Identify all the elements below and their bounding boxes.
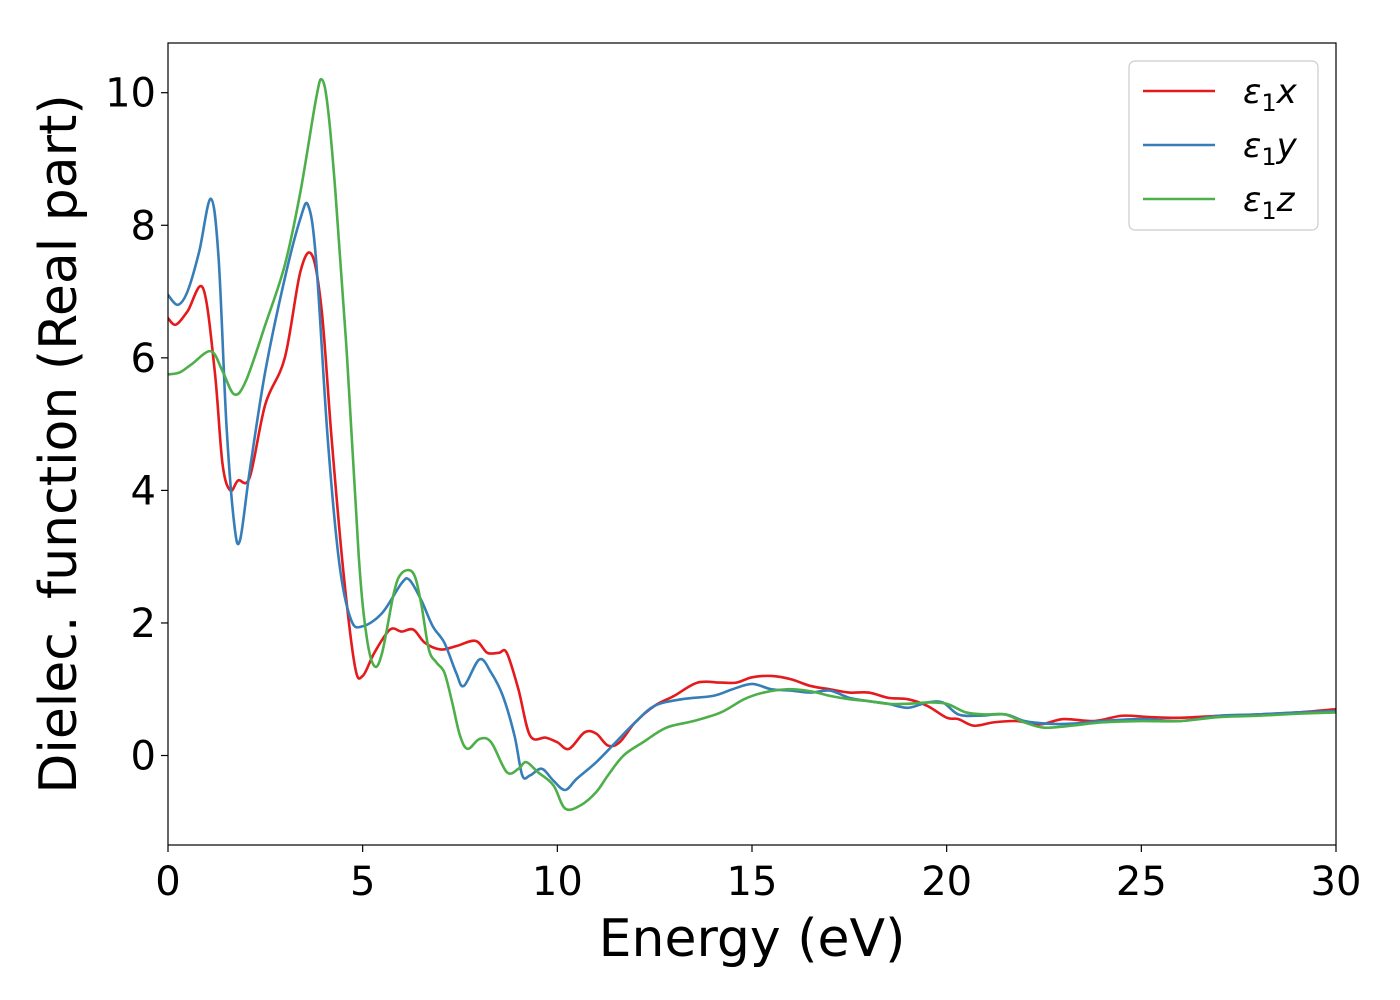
x-tick-label: 30 — [1311, 859, 1362, 905]
x-tick-label: 15 — [727, 859, 778, 905]
y-tick-label: 8 — [131, 203, 156, 249]
y-tick-label: 6 — [131, 336, 156, 382]
series-line-z — [168, 77, 1336, 812]
x-tick-label: 25 — [1116, 859, 1167, 905]
series-line-x — [168, 251, 1336, 751]
x-tick-label: 0 — [155, 859, 180, 905]
legend-label-x: ε1x — [1243, 72, 1298, 117]
legend-label-y: ε1y — [1243, 126, 1298, 171]
legend-box — [1128, 60, 1319, 231]
x-tick-label: 10 — [532, 859, 583, 905]
legend: ε1x ε1y ε1z — [1128, 60, 1319, 231]
y-tick-label: 0 — [131, 734, 156, 780]
series-layer — [168, 77, 1336, 812]
x-tick-label: 20 — [921, 859, 972, 905]
y-tick-label: 4 — [131, 468, 156, 514]
y-axis-title: Dielec. function (Real part) — [29, 94, 89, 793]
legend-label-z: ε1z — [1243, 180, 1296, 225]
y-tick-label: 10 — [105, 71, 156, 117]
x-tick-label: 5 — [350, 859, 375, 905]
x-axis-ticks: 0 5 10 15 20 25 30 — [155, 845, 1361, 905]
series-line-y — [168, 197, 1336, 792]
y-tick-label: 2 — [131, 601, 156, 647]
y-axis-ticks: 0 2 4 6 8 10 — [105, 71, 168, 780]
x-axis-title: Energy (eV) — [599, 909, 906, 969]
